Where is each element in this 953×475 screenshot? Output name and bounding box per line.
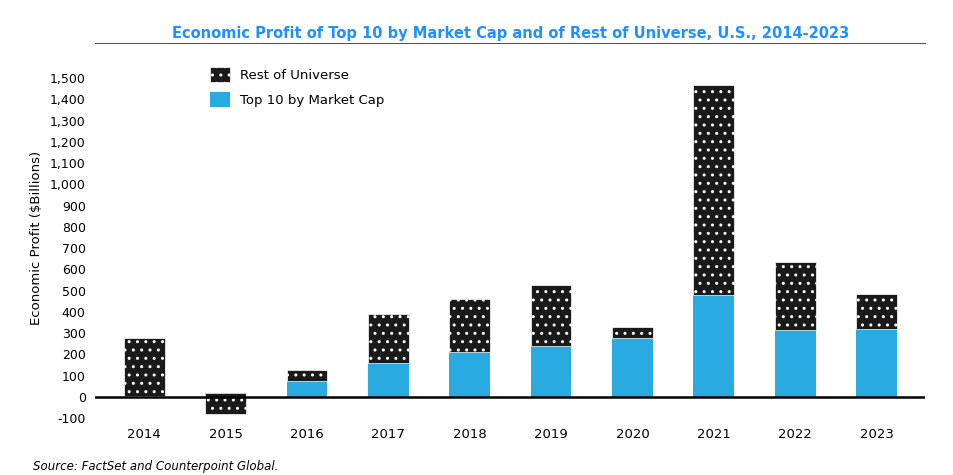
Bar xyxy=(530,346,571,397)
Bar xyxy=(530,285,571,346)
Bar xyxy=(368,363,408,397)
Bar xyxy=(205,392,246,397)
Bar xyxy=(774,330,815,397)
Bar xyxy=(368,314,408,363)
Y-axis label: Economic Profit ($Billions): Economic Profit ($Billions) xyxy=(30,151,43,324)
Legend: Rest of Universe, Top 10 by Market Cap: Rest of Universe, Top 10 by Market Cap xyxy=(210,67,384,107)
Bar xyxy=(286,381,327,397)
Bar xyxy=(693,85,734,295)
Bar xyxy=(612,327,652,338)
Bar xyxy=(124,396,165,397)
Bar xyxy=(286,370,327,381)
Bar xyxy=(612,338,652,397)
Bar xyxy=(856,294,896,329)
Title: Economic Profit of Top 10 by Market Cap and of Rest of Universe, U.S., 2014-2023: Economic Profit of Top 10 by Market Cap … xyxy=(172,26,848,40)
Bar xyxy=(124,338,165,396)
Text: Source: FactSet and Counterpoint Global.: Source: FactSet and Counterpoint Global. xyxy=(33,460,278,473)
Bar xyxy=(205,392,246,414)
Bar xyxy=(449,352,490,397)
Bar xyxy=(774,262,815,330)
Bar xyxy=(856,329,896,397)
Bar xyxy=(693,295,734,397)
Bar xyxy=(449,299,490,352)
